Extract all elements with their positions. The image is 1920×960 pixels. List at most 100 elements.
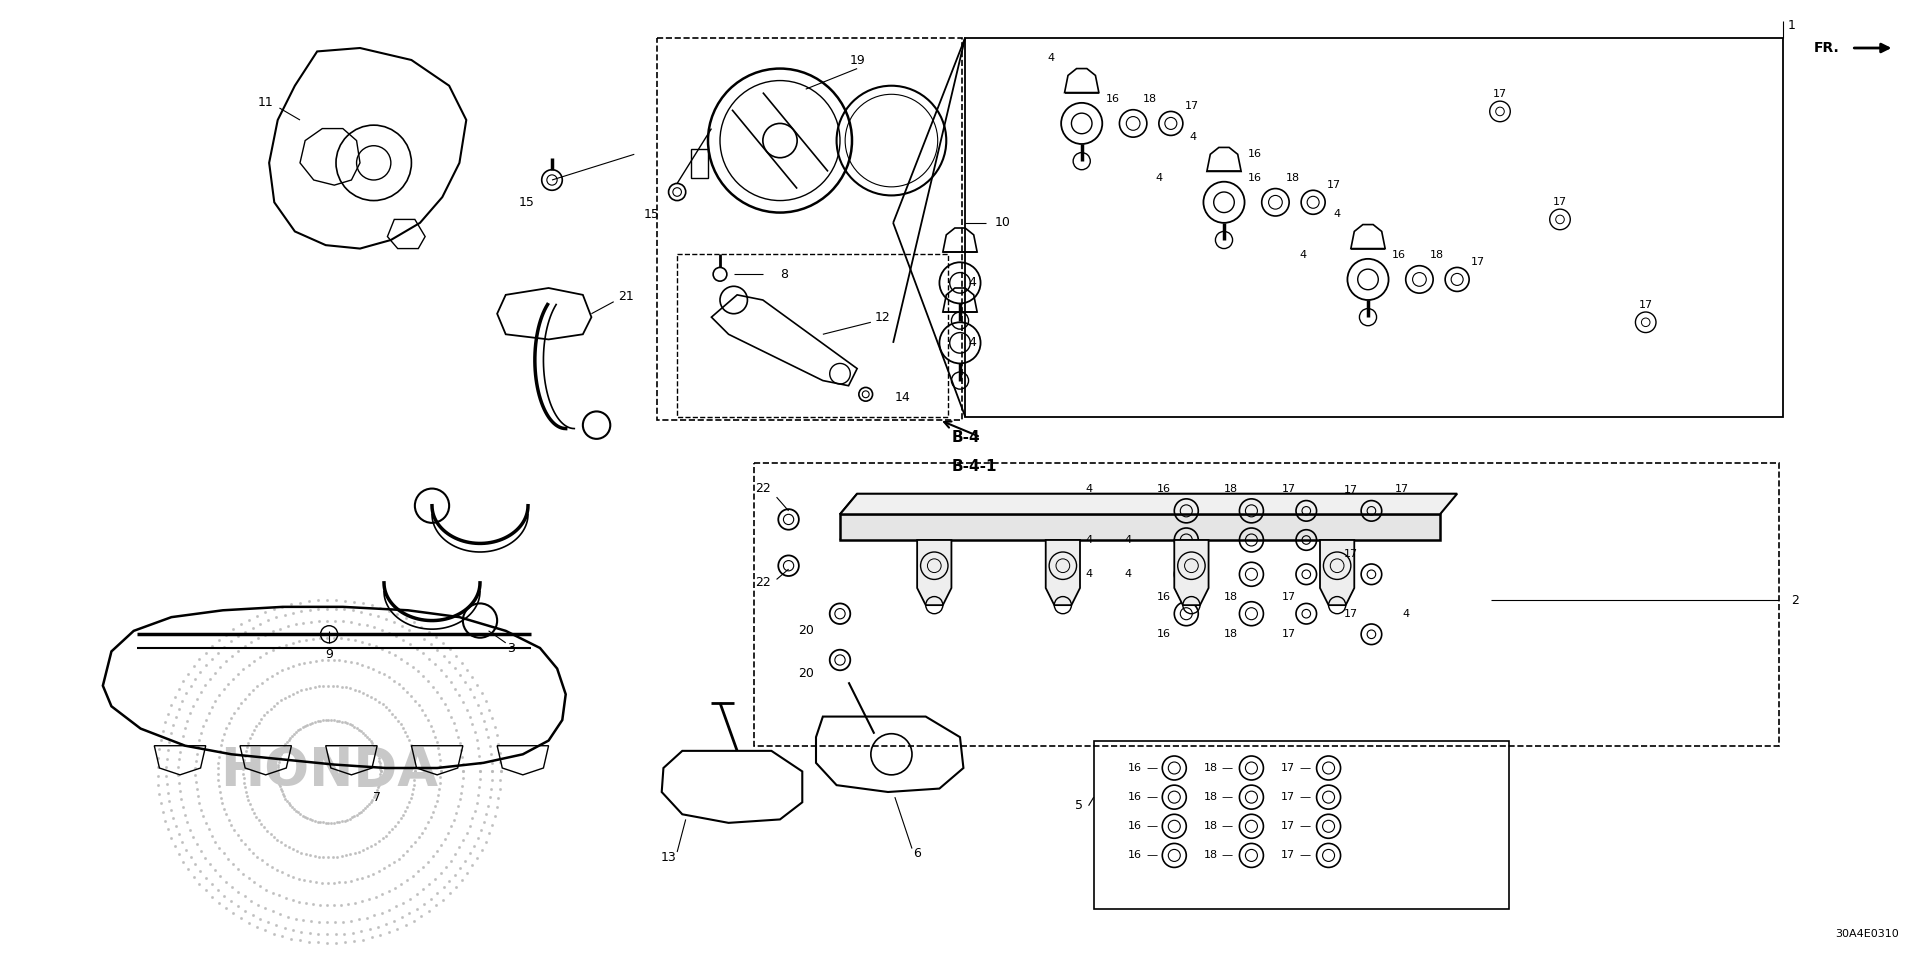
Text: 17: 17 xyxy=(1283,484,1296,493)
Text: FR.: FR. xyxy=(1814,41,1839,55)
Text: 18: 18 xyxy=(1204,763,1217,773)
Text: 3: 3 xyxy=(507,641,515,655)
Text: 4: 4 xyxy=(1190,132,1196,142)
Text: B-4: B-4 xyxy=(952,430,979,444)
Bar xyxy=(678,253,948,417)
Text: 17: 17 xyxy=(1344,549,1357,559)
Text: 5: 5 xyxy=(1075,800,1083,812)
Text: 4: 4 xyxy=(1125,569,1131,579)
Text: 17: 17 xyxy=(1553,198,1567,207)
Text: 4: 4 xyxy=(1085,535,1092,545)
Text: 16: 16 xyxy=(1129,851,1142,860)
Text: 20: 20 xyxy=(799,667,814,681)
Text: —: — xyxy=(1221,792,1233,803)
Text: 9: 9 xyxy=(324,648,332,661)
Bar xyxy=(657,37,962,420)
Polygon shape xyxy=(1046,540,1079,605)
Text: 2: 2 xyxy=(1791,593,1799,607)
Text: 13: 13 xyxy=(660,851,676,864)
Text: —: — xyxy=(1300,851,1309,860)
Text: 18: 18 xyxy=(1430,251,1444,260)
Text: 14: 14 xyxy=(895,392,910,404)
Polygon shape xyxy=(841,515,1440,540)
Text: 4: 4 xyxy=(1402,609,1409,618)
Text: 16: 16 xyxy=(1129,763,1142,773)
Text: 16: 16 xyxy=(1392,251,1405,260)
Polygon shape xyxy=(1175,540,1208,605)
Text: 4: 4 xyxy=(1046,54,1054,63)
Text: —: — xyxy=(1146,792,1158,803)
Text: 22: 22 xyxy=(755,576,770,589)
Text: 4: 4 xyxy=(1085,569,1092,579)
Text: 17: 17 xyxy=(1283,630,1296,639)
Text: —: — xyxy=(1221,822,1233,831)
Text: 4: 4 xyxy=(968,336,977,349)
Text: 18: 18 xyxy=(1142,94,1158,105)
Text: 18: 18 xyxy=(1286,174,1300,183)
Text: 18: 18 xyxy=(1204,851,1217,860)
Text: 17: 17 xyxy=(1396,484,1409,493)
Text: 19: 19 xyxy=(849,54,866,66)
Text: 17: 17 xyxy=(1281,822,1294,831)
Text: 18: 18 xyxy=(1223,484,1238,493)
Text: 17: 17 xyxy=(1281,851,1294,860)
Text: 21: 21 xyxy=(618,290,634,303)
Text: —: — xyxy=(1146,763,1158,773)
Text: 4: 4 xyxy=(1156,174,1162,183)
Text: —: — xyxy=(1300,822,1309,831)
Text: 12: 12 xyxy=(874,311,891,324)
Text: 18: 18 xyxy=(1204,822,1217,831)
Text: 6: 6 xyxy=(914,848,922,860)
Polygon shape xyxy=(918,540,952,605)
Text: 17: 17 xyxy=(1344,486,1357,495)
Text: 15: 15 xyxy=(643,207,659,221)
Bar xyxy=(966,37,1784,417)
Text: B-4-1: B-4-1 xyxy=(952,459,996,474)
Text: —: — xyxy=(1300,792,1309,803)
Polygon shape xyxy=(1321,540,1354,605)
Text: 10: 10 xyxy=(995,216,1010,229)
Text: 4: 4 xyxy=(1085,484,1092,493)
Text: 17: 17 xyxy=(1327,180,1340,190)
Text: —: — xyxy=(1221,763,1233,773)
Text: 17: 17 xyxy=(1185,102,1198,111)
Text: 18: 18 xyxy=(1204,792,1217,803)
Text: 18: 18 xyxy=(1223,630,1238,639)
Text: HONDA: HONDA xyxy=(221,745,438,798)
Text: 16: 16 xyxy=(1106,94,1119,105)
Text: 1: 1 xyxy=(1788,19,1795,33)
Text: 4: 4 xyxy=(1125,535,1131,545)
Text: 16: 16 xyxy=(1129,822,1142,831)
Text: 17: 17 xyxy=(1344,609,1357,618)
Text: 16: 16 xyxy=(1158,484,1171,493)
Text: —: — xyxy=(1146,851,1158,860)
Text: 17: 17 xyxy=(1638,300,1653,310)
Bar xyxy=(755,463,1780,746)
Text: 17: 17 xyxy=(1471,257,1484,267)
Text: 4: 4 xyxy=(968,276,977,289)
Bar xyxy=(1094,740,1509,908)
Text: 15: 15 xyxy=(518,196,534,208)
Text: 7: 7 xyxy=(372,791,382,804)
Text: 18: 18 xyxy=(1223,591,1238,602)
Text: 17: 17 xyxy=(1283,591,1296,602)
Polygon shape xyxy=(841,493,1457,515)
Text: 4: 4 xyxy=(1300,251,1306,260)
Text: 4: 4 xyxy=(1334,209,1340,219)
Text: —: — xyxy=(1300,763,1309,773)
Text: 16: 16 xyxy=(1158,630,1171,639)
Text: 22: 22 xyxy=(755,482,770,495)
Text: 16: 16 xyxy=(1248,150,1261,159)
Text: 16: 16 xyxy=(1158,591,1171,602)
Text: 30A4E0310: 30A4E0310 xyxy=(1836,929,1899,940)
Text: 16: 16 xyxy=(1248,174,1261,183)
Text: 17: 17 xyxy=(1281,792,1294,803)
Text: —: — xyxy=(1221,851,1233,860)
Text: 17: 17 xyxy=(1494,89,1507,99)
Text: 11: 11 xyxy=(257,96,273,109)
Text: —: — xyxy=(1146,822,1158,831)
Text: 8: 8 xyxy=(780,268,787,280)
Text: 17: 17 xyxy=(1281,763,1294,773)
Text: 20: 20 xyxy=(799,624,814,637)
Text: 16: 16 xyxy=(1129,792,1142,803)
